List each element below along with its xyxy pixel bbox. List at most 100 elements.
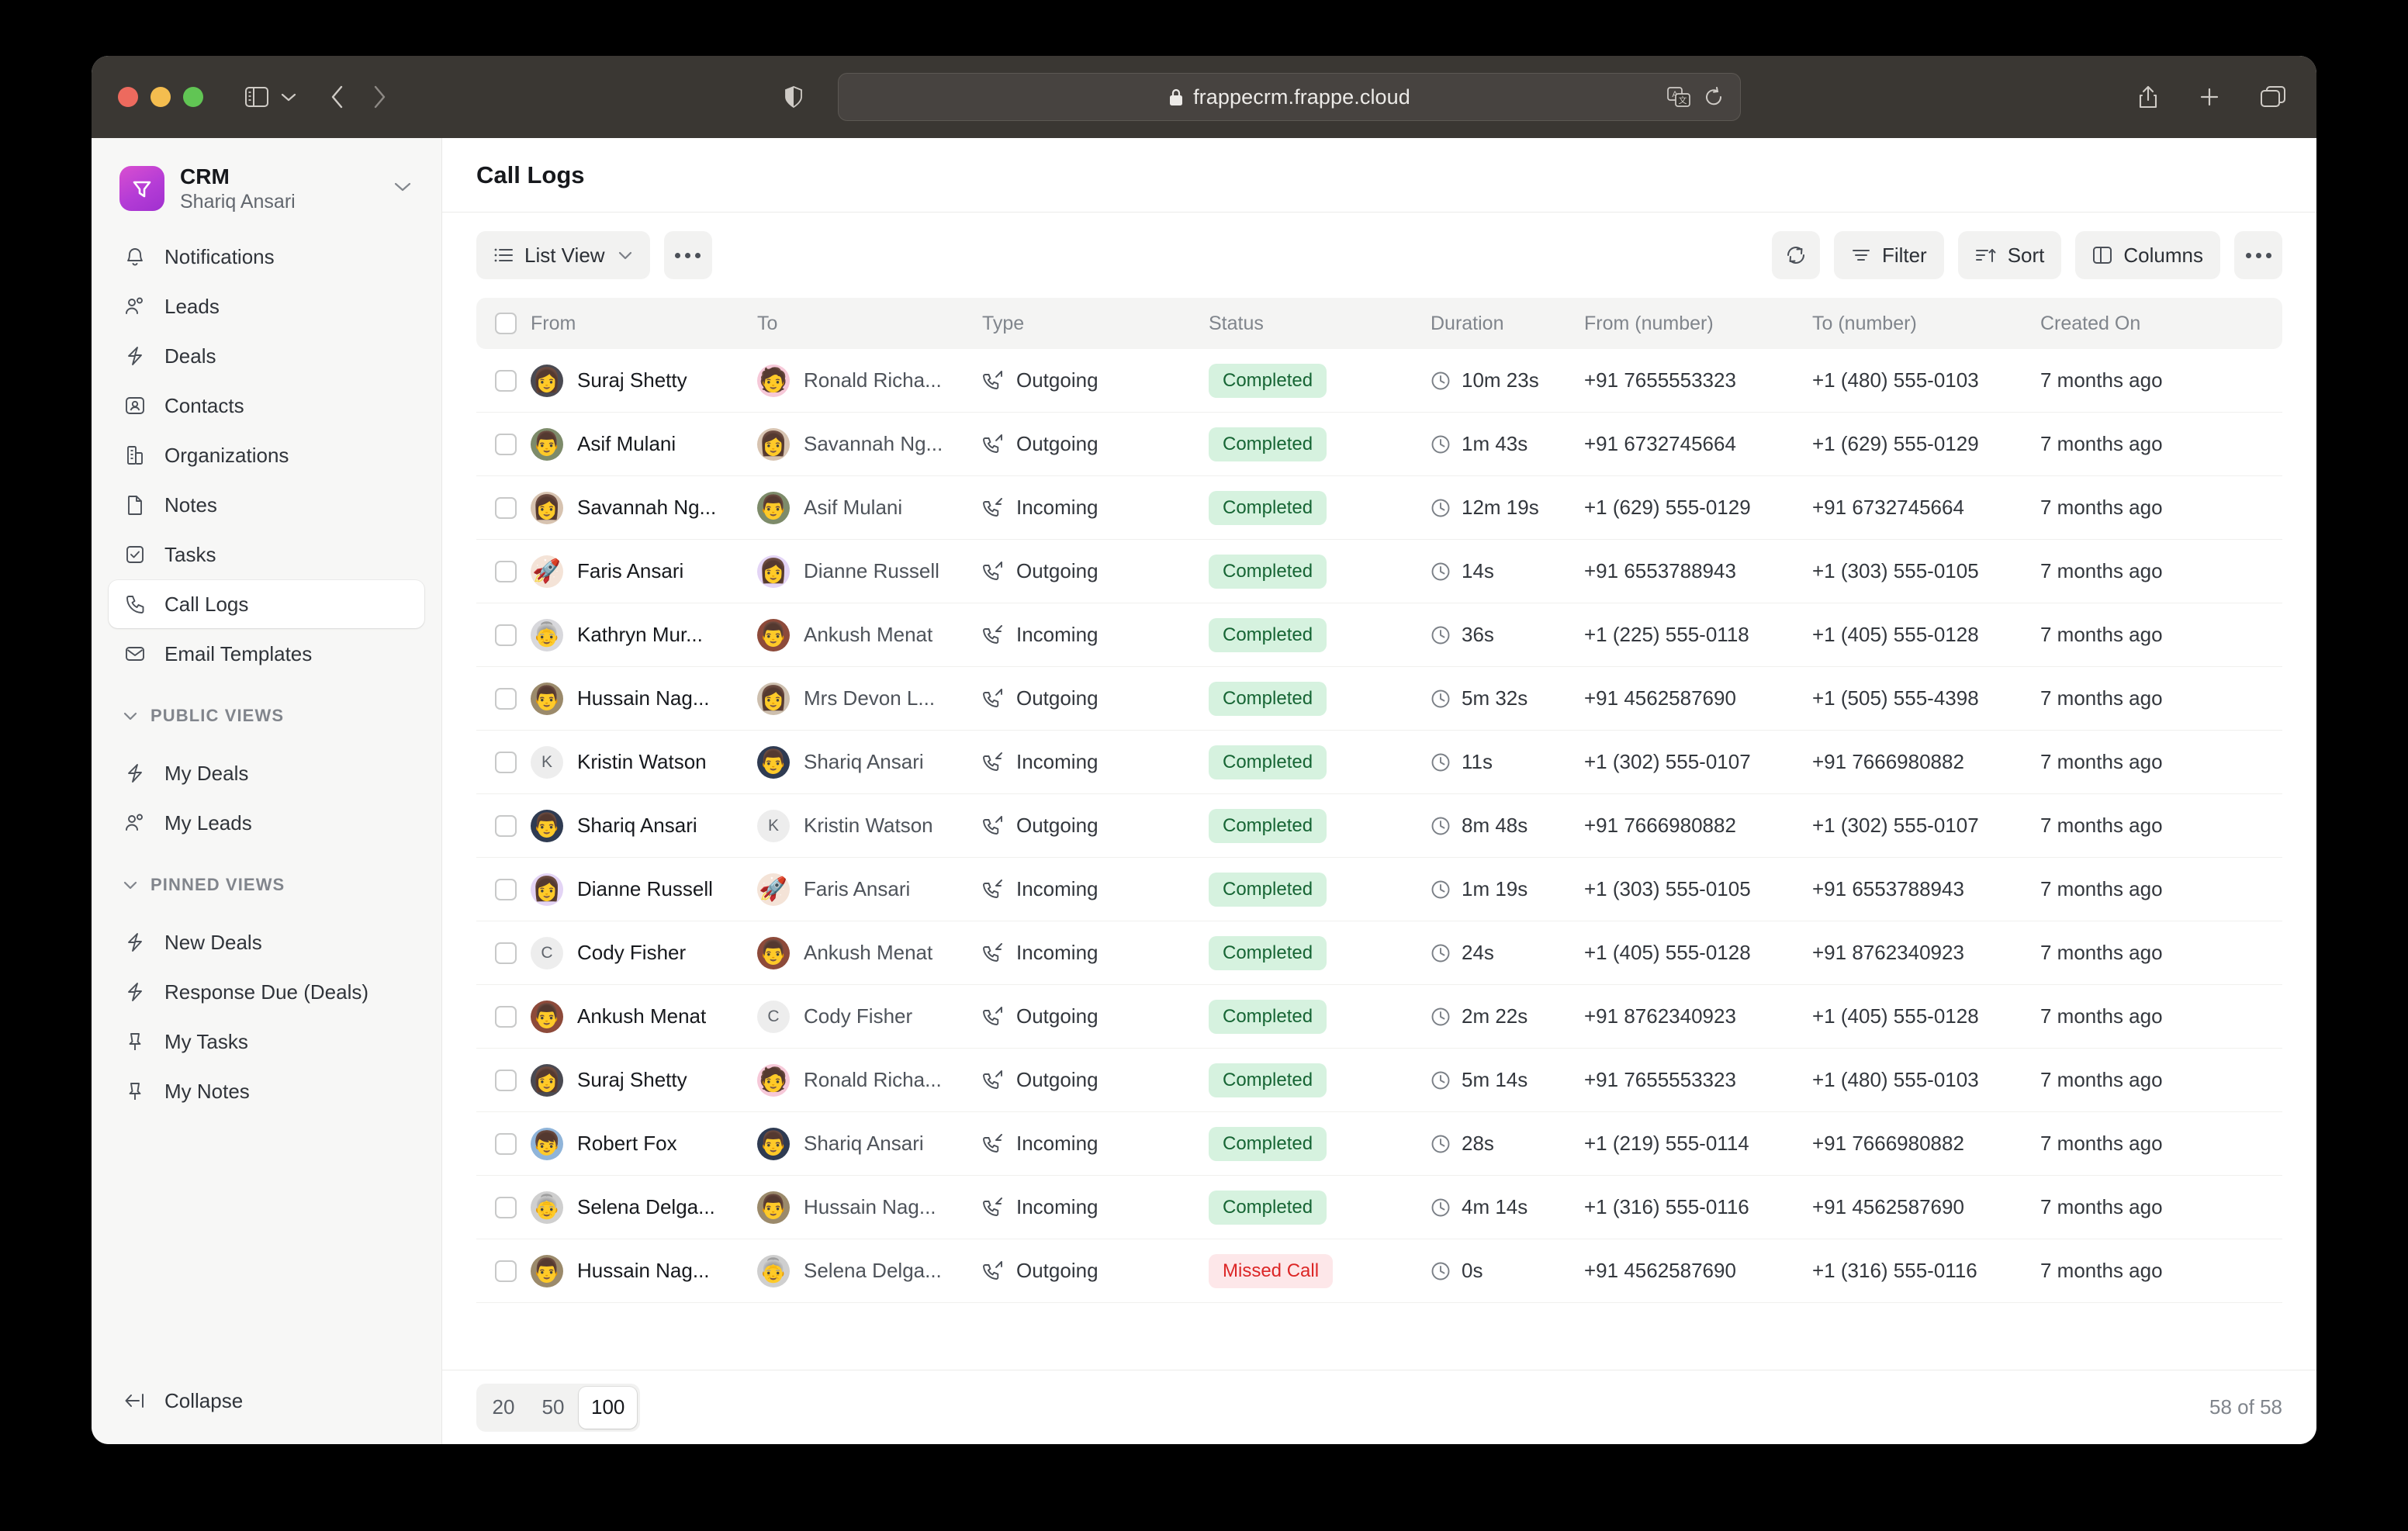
cell-to[interactable]: 👨 Shariq Ansari <box>757 1127 982 1160</box>
cell-to[interactable]: C Cody Fisher <box>757 1000 982 1033</box>
sidebar-item-my-deals[interactable]: My Deals <box>109 749 424 797</box>
cell-to[interactable]: 👩 Savannah Ng... <box>757 427 982 461</box>
table-row[interactable]: 👨 Shariq Ansari K Kristin Watson Outgoing Com… <box>476 794 2282 858</box>
table-row[interactable]: 👨 Hussain Nag... 👵 Selena Delga... Outgoing M… <box>476 1239 2282 1303</box>
sidebar-item-my-tasks[interactable]: My Tasks <box>109 1018 424 1066</box>
cell-from[interactable]: 🚀 Faris Ansari <box>531 555 757 588</box>
row-checkbox[interactable] <box>495 942 517 964</box>
sidebar-item-email-templates[interactable]: Email Templates <box>109 630 424 678</box>
tab-overview-icon[interactable] <box>2261 86 2285 108</box>
row-checkbox[interactable] <box>495 560 517 582</box>
section-pinned-views[interactable]: PINNED VIEWS <box>109 862 424 907</box>
table-row[interactable]: 👩 Savannah Ng... 👨 Asif Mulani Incoming Compl… <box>476 476 2282 540</box>
column-header-to-number[interactable]: To (number) <box>1812 312 1917 334</box>
table-row[interactable]: 👨 Ankush Menat C Cody Fisher Outgoing Complet… <box>476 985 2282 1049</box>
cell-from[interactable]: 👨 Ankush Menat <box>531 1000 757 1033</box>
minimize-window-button[interactable] <box>150 87 171 107</box>
table-row[interactable]: 👩 Suraj Shetty 🧑 Ronald Richa... Outgoing Com… <box>476 349 2282 413</box>
translate-icon[interactable]: A 文 <box>1667 87 1690 107</box>
shield-icon[interactable] <box>785 86 802 108</box>
row-checkbox[interactable] <box>495 1132 517 1155</box>
select-all-checkbox[interactable] <box>495 313 517 334</box>
maximize-window-button[interactable] <box>183 87 203 107</box>
table-row[interactable]: K Kristin Watson 👨 Shariq Ansari Incoming Com… <box>476 731 2282 794</box>
cell-to[interactable]: 👵 Selena Delga... <box>757 1254 982 1287</box>
back-button[interactable] <box>330 85 344 109</box>
cell-to[interactable]: 👨 Asif Mulani <box>757 491 982 524</box>
cell-to[interactable]: 🚀 Faris Ansari <box>757 873 982 906</box>
table-row[interactable]: 👦 Robert Fox 👨 Shariq Ansari Incoming Complet… <box>476 1112 2282 1176</box>
share-icon[interactable] <box>2138 85 2158 109</box>
cell-to[interactable]: 👩 Mrs Devon L... <box>757 682 982 715</box>
filter-button[interactable]: Filter <box>1833 231 1944 279</box>
sidebar-item-deals[interactable]: Deals <box>109 332 424 380</box>
column-header-from-number[interactable]: From (number) <box>1584 312 1714 334</box>
cell-from[interactable]: 👩 Suraj Shetty <box>531 364 757 397</box>
workspace-switcher[interactable]: CRM Shariq Ansari <box>109 155 424 222</box>
columns-button[interactable]: Columns <box>2075 231 2220 279</box>
row-checkbox[interactable] <box>495 751 517 773</box>
cell-to[interactable]: 👨 Hussain Nag... <box>757 1191 982 1224</box>
sidebar-toggle-icon[interactable] <box>245 87 268 107</box>
row-checkbox[interactable] <box>495 496 517 519</box>
sidebar-item-call-logs[interactable]: Call Logs <box>109 580 424 629</box>
sidebar-item-organizations[interactable]: Organizations <box>109 431 424 479</box>
table-row[interactable]: 👩 Suraj Shetty 🧑 Ronald Richa... Outgoing Com… <box>476 1049 2282 1112</box>
cell-from[interactable]: 👨 Asif Mulani <box>531 427 757 461</box>
column-header-from[interactable]: From <box>531 312 576 334</box>
cell-from[interactable]: 👨 Shariq Ansari <box>531 809 757 842</box>
sidebar-item-my-notes[interactable]: My Notes <box>109 1067 424 1115</box>
row-checkbox[interactable] <box>495 369 517 392</box>
sidebar-item-notes[interactable]: Notes <box>109 481 424 529</box>
table-row[interactable]: 🚀 Faris Ansari 👩 Dianne Russell Outgoing Comp… <box>476 540 2282 603</box>
row-checkbox[interactable] <box>495 814 517 837</box>
row-checkbox[interactable] <box>495 687 517 710</box>
table-row[interactable]: 👨 Hussain Nag... 👩 Mrs Devon L... Outgoing Co… <box>476 667 2282 731</box>
sidebar-item-notifications[interactable]: Notifications <box>109 233 424 281</box>
cell-to[interactable]: 👨 Ankush Menat <box>757 936 982 969</box>
new-tab-icon[interactable] <box>2199 86 2220 108</box>
page-size-20[interactable]: 20 <box>492 1395 515 1419</box>
table-row[interactable]: C Cody Fisher 👨 Ankush Menat Incoming Complet… <box>476 921 2282 985</box>
cell-to[interactable]: K Kristin Watson <box>757 809 982 842</box>
column-header-type[interactable]: Type <box>982 312 1025 334</box>
page-size-50[interactable]: 50 <box>541 1395 565 1419</box>
table-row[interactable]: 👵 Selena Delga... 👨 Hussain Nag... Incoming C… <box>476 1176 2282 1239</box>
cell-from[interactable]: 👩 Dianne Russell <box>531 873 757 906</box>
column-header-created-on[interactable]: Created On <box>2040 312 2141 334</box>
section-public-views[interactable]: PUBLIC VIEWS <box>109 693 424 738</box>
column-header-duration[interactable]: Duration <box>1431 312 1504 334</box>
cell-to[interactable]: 👨 Ankush Menat <box>757 618 982 651</box>
cell-to[interactable]: 👩 Dianne Russell <box>757 555 982 588</box>
column-header-to[interactable]: To <box>757 312 778 334</box>
cell-to[interactable]: 👨 Shariq Ansari <box>757 745 982 779</box>
row-checkbox[interactable] <box>495 433 517 455</box>
row-checkbox[interactable] <box>495 1005 517 1028</box>
sidebar-item-my-leads[interactable]: My Leads <box>109 799 424 847</box>
cell-from[interactable]: K Kristin Watson <box>531 745 757 779</box>
cell-from[interactable]: 👨 Hussain Nag... <box>531 682 757 715</box>
page-size-100[interactable]: 100 <box>579 1386 638 1429</box>
sidebar-item-new-deals[interactable]: New Deals <box>109 918 424 966</box>
row-checkbox[interactable] <box>495 624 517 646</box>
row-checkbox[interactable] <box>495 1069 517 1091</box>
refresh-button[interactable] <box>1771 231 1820 279</box>
cell-to[interactable]: 🧑 Ronald Richa... <box>757 1063 982 1097</box>
row-checkbox[interactable] <box>495 1260 517 1282</box>
cell-from[interactable]: 👵 Kathryn Mur... <box>531 618 757 651</box>
sidebar-item-contacts[interactable]: Contacts <box>109 382 424 430</box>
table-row[interactable]: 👵 Kathryn Mur... 👨 Ankush Menat Incoming Comp… <box>476 603 2282 667</box>
forward-button[interactable] <box>372 85 386 109</box>
chevron-down-icon[interactable] <box>281 92 296 102</box>
close-window-button[interactable] <box>118 87 138 107</box>
view-selector-button[interactable]: List View <box>476 231 650 279</box>
cell-from[interactable]: 👩 Suraj Shetty <box>531 1063 757 1097</box>
sidebar-item-leads[interactable]: Leads <box>109 282 424 330</box>
cell-from[interactable]: 👩 Savannah Ng... <box>531 491 757 524</box>
table-row[interactable]: 👨 Asif Mulani 👩 Savannah Ng... Outgoing Compl… <box>476 413 2282 476</box>
view-options-button[interactable] <box>663 231 712 279</box>
sort-button[interactable]: Sort <box>1957 231 2062 279</box>
collapse-sidebar-button[interactable]: Collapse <box>109 1377 424 1424</box>
cell-from[interactable]: C Cody Fisher <box>531 936 757 969</box>
column-header-status[interactable]: Status <box>1209 312 1264 334</box>
